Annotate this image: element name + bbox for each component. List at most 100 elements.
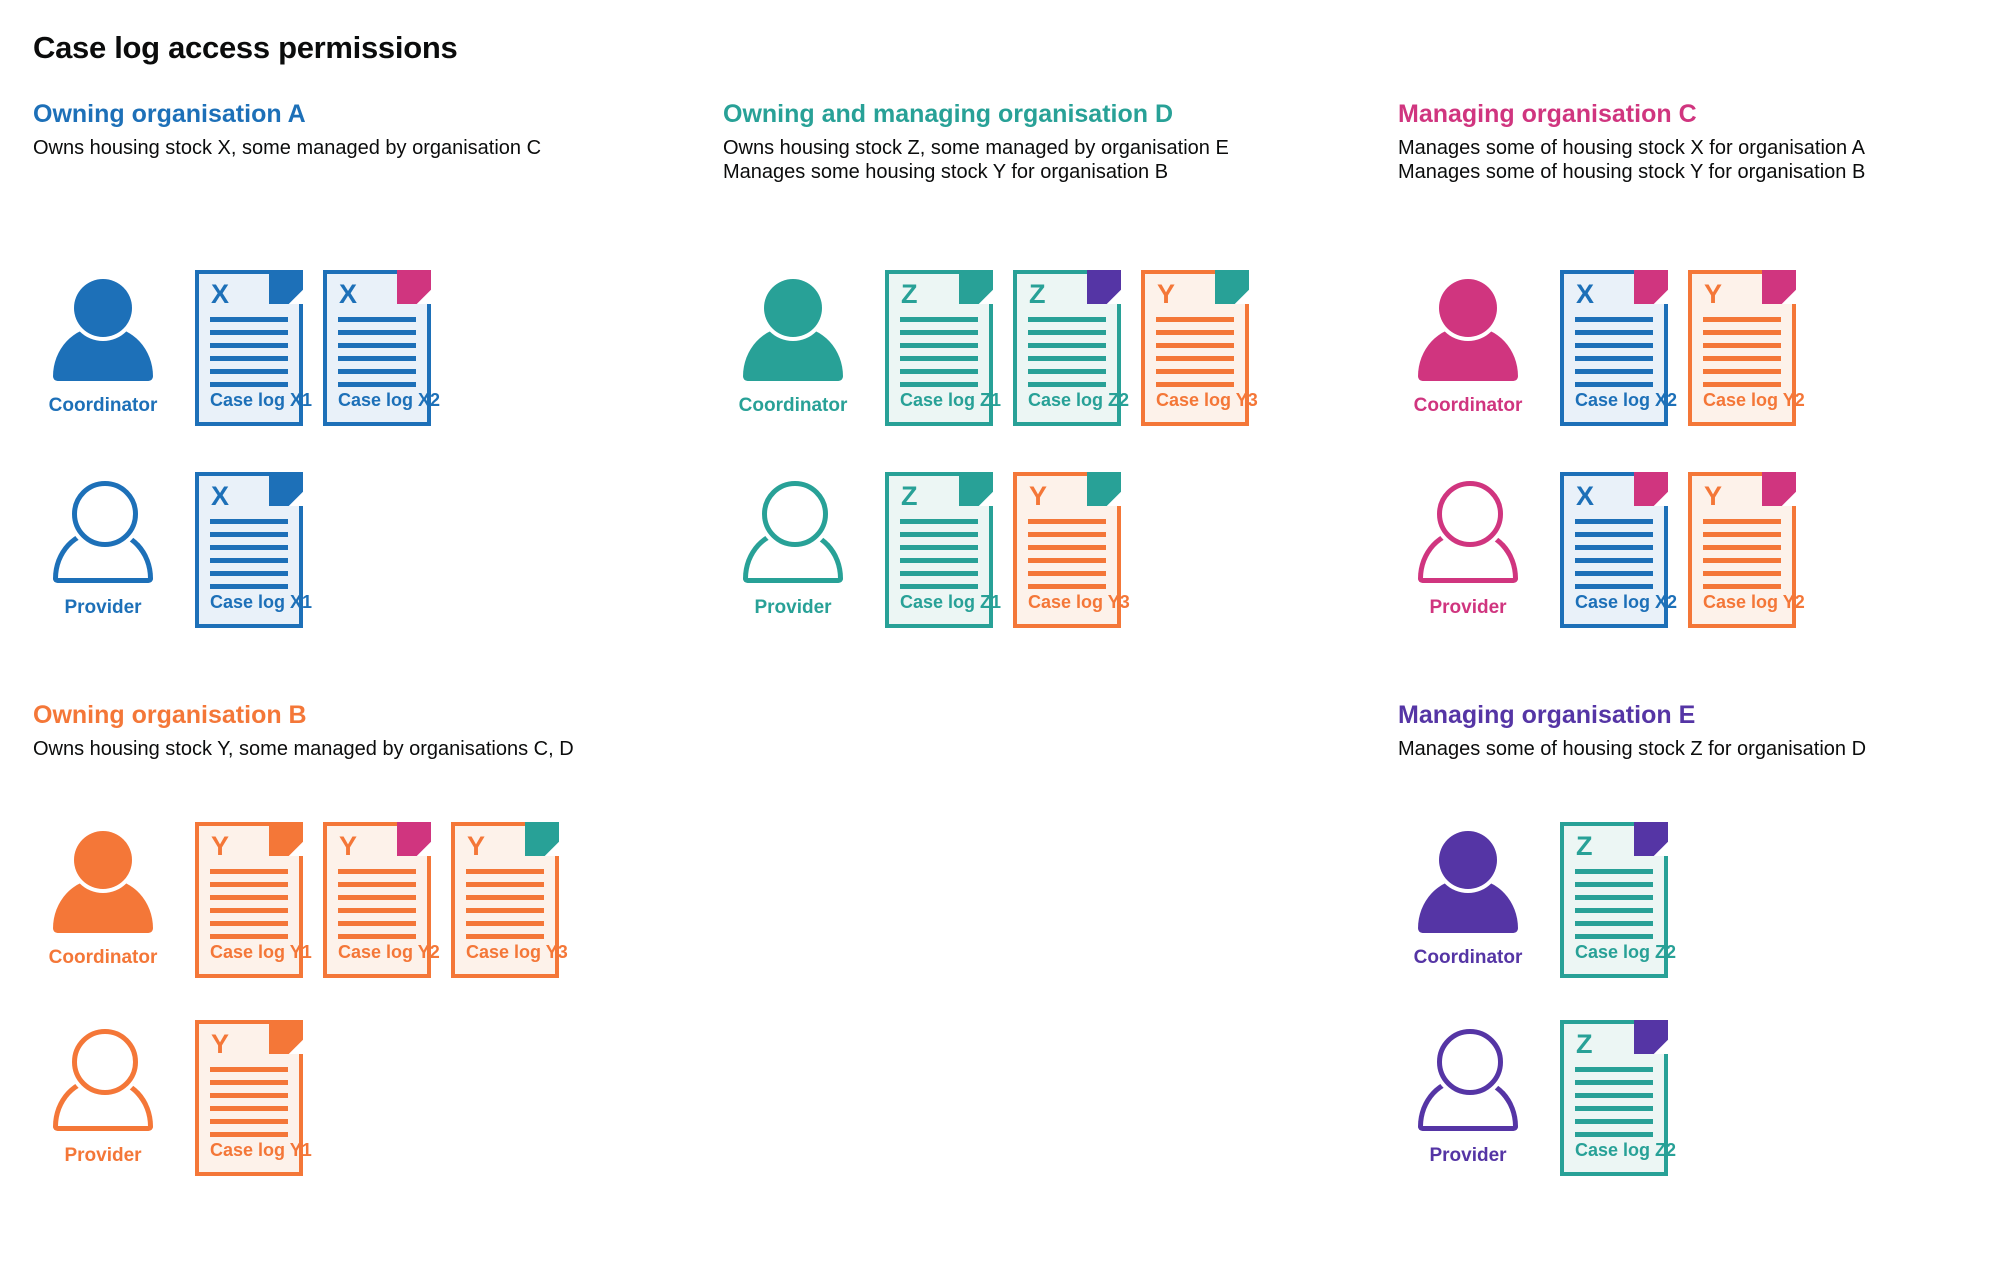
doc-text-lines <box>1575 869 1653 939</box>
doc-label: Case log X1 <box>210 592 313 612</box>
person-role-label: Coordinator <box>48 947 158 968</box>
org-section-d: Owning and managing organisation D Owns … <box>723 99 1383 628</box>
coordinator-person-icon <box>53 831 153 933</box>
doc-stock-letter: Y <box>211 831 230 861</box>
person-role-label: Provider <box>1429 597 1507 618</box>
doc-text-lines <box>466 869 544 939</box>
doc-stock-letter: X <box>1576 481 1595 511</box>
case-log-doc: Y Case log Y3 <box>451 822 568 978</box>
provider-person-icon <box>53 481 153 583</box>
person-role-label: Coordinator <box>1413 947 1523 968</box>
case-log-doc: X Case log X1 <box>195 472 312 628</box>
doc-label: Case log X1 <box>210 390 313 410</box>
coordinator-cell: Coordinator <box>723 270 863 417</box>
doc-stock-letter: Y <box>1704 481 1723 511</box>
doc-text-lines <box>210 869 288 939</box>
coordinator-person-icon <box>53 279 153 381</box>
coordinator-row: Coordinator Z Case log Z1 Z Case log Z2 … <box>723 270 1258 426</box>
person-head <box>1439 279 1497 337</box>
provider-cell: Provider <box>723 472 863 619</box>
case-log-doc: Z Case log Z1 <box>885 472 1001 628</box>
doc-stock-letter: Y <box>211 1029 230 1059</box>
org-section-c: Managing organisation C Manages some of … <box>1398 99 2000 628</box>
coordinator-row: Coordinator X Case log X1 X Case log X2 <box>33 270 440 426</box>
provider-row: Provider Z Case log Z2 <box>1398 1020 1676 1176</box>
person-head <box>1437 481 1503 547</box>
org-section-a: Owning organisation A Owns housing stock… <box>33 99 693 628</box>
doc-text-lines <box>1703 519 1781 589</box>
doc-stock-letter: X <box>339 279 358 309</box>
coordinator-person-icon <box>1418 279 1518 381</box>
case-log-doc: Y Case log Y3 <box>1013 472 1130 628</box>
page-title: Case log access permissions <box>33 30 458 65</box>
doc-stock-letter: Z <box>901 481 918 511</box>
person-head <box>74 831 132 889</box>
provider-cell: Provider <box>1398 1020 1538 1167</box>
doc-list: X Case log X2 Y Case log Y2 <box>1560 270 1805 426</box>
coordinator-person-icon <box>743 279 843 381</box>
org-heading: Owning organisation A <box>33 100 306 128</box>
doc-stock-letter: Y <box>1157 279 1176 309</box>
doc-label: Case log X2 <box>1575 390 1678 410</box>
doc-label: Case log Y3 <box>466 942 568 962</box>
org-section-e: Managing organisation E Manages some of … <box>1398 700 2000 1176</box>
org-description: Manages some of housing stock X for orga… <box>1398 137 1865 159</box>
case-log-doc: Y Case log Y3 <box>1141 270 1258 426</box>
coordinator-cell: Coordinator <box>33 822 173 969</box>
doc-list: X Case log X1 <box>195 472 312 628</box>
provider-person-icon <box>1418 1029 1518 1131</box>
doc-label: Case log Y3 <box>1156 390 1258 410</box>
doc-stock-letter: Z <box>1576 1029 1593 1059</box>
doc-text-lines <box>338 317 416 387</box>
case-log-doc: X Case log X2 <box>1560 472 1677 628</box>
doc-stock-letter: Y <box>1029 481 1048 511</box>
coordinator-cell: Coordinator <box>1398 270 1538 417</box>
case-log-doc: Z Case log Z1 <box>885 270 1001 426</box>
provider-row: Provider X Case log X2 Y Case log Y2 <box>1398 472 1805 628</box>
coordinator-row: Coordinator Y Case log Y1 Y Case log Y2 … <box>33 822 568 978</box>
case-log-doc: Y Case log Y2 <box>323 822 440 978</box>
org-description: Manages some housing stock Y for organis… <box>723 161 1169 183</box>
doc-text-lines <box>1156 317 1234 387</box>
org-heading: Managing organisation C <box>1398 100 1697 128</box>
provider-person-icon <box>53 1029 153 1131</box>
case-log-doc: Z Case log Z2 <box>1013 270 1129 426</box>
org-description: Owns housing stock X, some managed by or… <box>33 137 542 159</box>
case-log-doc: X Case log X2 <box>1560 270 1677 426</box>
person-head <box>72 481 138 547</box>
person-role-label: Coordinator <box>1413 395 1523 416</box>
doc-list: Z Case log Z1 Z Case log Z2 Y Case log Y… <box>885 270 1258 426</box>
doc-text-lines <box>1575 1067 1653 1137</box>
person-head <box>72 1029 138 1095</box>
doc-list: Z Case log Z2 <box>1560 1020 1676 1176</box>
provider-cell: Provider <box>33 472 173 619</box>
person-role-label: Coordinator <box>738 395 848 416</box>
doc-label: Case log Y2 <box>338 942 440 962</box>
provider-row: Provider Z Case log Z1 Y Case log Y3 <box>723 472 1130 628</box>
person-head <box>764 279 822 337</box>
case-log-doc: X Case log X2 <box>323 270 440 426</box>
person-role-label: Provider <box>64 1145 142 1166</box>
doc-text-lines <box>1028 317 1106 387</box>
doc-list: X Case log X2 Y Case log Y2 <box>1560 472 1805 628</box>
doc-label: Case log Z1 <box>900 390 1002 410</box>
provider-cell: Provider <box>33 1020 173 1167</box>
doc-text-lines <box>338 869 416 939</box>
doc-stock-letter: Y <box>467 831 486 861</box>
doc-label: Case log Y2 <box>1703 390 1805 410</box>
doc-stock-letter: Y <box>339 831 358 861</box>
person-head <box>1437 1029 1503 1095</box>
case-log-doc: Z Case log Z2 <box>1560 822 1676 978</box>
person-head <box>762 481 828 547</box>
doc-text-lines <box>1703 317 1781 387</box>
doc-list: Y Case log Y1 Y Case log Y2 Y Case log Y… <box>195 822 568 978</box>
doc-text-lines <box>210 317 288 387</box>
provider-person-icon <box>743 481 843 583</box>
coordinator-row: Coordinator Z Case log Z2 <box>1398 822 1676 978</box>
doc-stock-letter: Z <box>1029 279 1046 309</box>
coordinator-cell: Coordinator <box>1398 822 1538 969</box>
org-description: Manages some of housing stock Z for orga… <box>1398 738 1867 760</box>
doc-text-lines <box>1028 519 1106 589</box>
doc-text-lines <box>900 317 978 387</box>
doc-stock-letter: X <box>211 279 230 309</box>
